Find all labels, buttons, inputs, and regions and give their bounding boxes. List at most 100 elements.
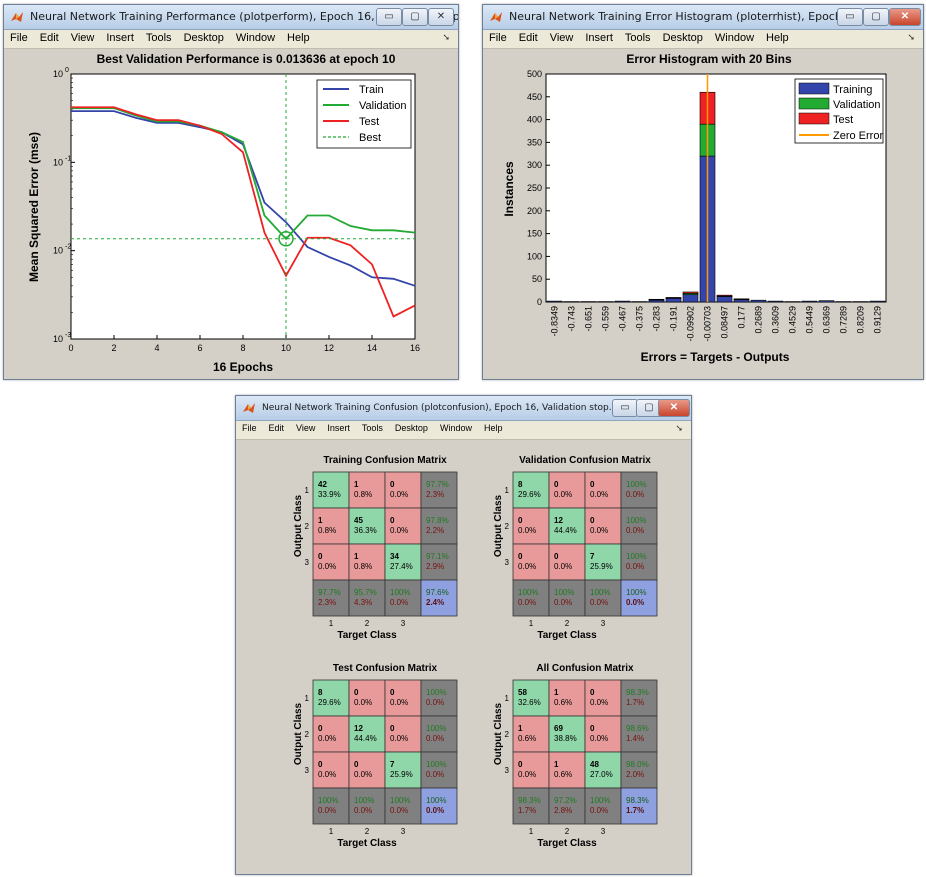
menu-desktop[interactable]: Desktop <box>662 32 703 44</box>
menu-window[interactable]: Window <box>439 423 472 433</box>
cell-secondary-value: 0.0% <box>590 806 608 815</box>
menu-window[interactable]: Window <box>714 32 755 44</box>
cell-secondary-value: 0.0% <box>318 734 336 743</box>
cell-primary-value: 0 <box>390 516 395 525</box>
y-tick-label: 400 <box>527 115 542 125</box>
output-tick-label: 3 <box>505 766 510 775</box>
confusion-titlebar[interactable]: Neural Network Training Confusion (plotc… <box>236 396 691 421</box>
window-title: Neural Network Training Error Histogram … <box>509 10 924 23</box>
matrix-cell <box>548 679 586 717</box>
target-tick-label: 3 <box>601 619 606 628</box>
y-tick-label: 350 <box>527 137 542 147</box>
menu-view[interactable]: View <box>549 32 574 44</box>
cell-primary-value: 100% <box>390 588 410 597</box>
x-tick-label: -0.09902 <box>686 306 696 342</box>
histogram-bars <box>546 74 886 303</box>
close-button[interactable]: ✕ <box>889 8 921 26</box>
cell-secondary-value: 0.6% <box>554 698 572 707</box>
menu-file[interactable]: File <box>242 423 257 433</box>
matrix-cell <box>348 679 386 717</box>
menu-bar: File Edit View Insert Tools Desktop Window Help… <box>236 421 691 440</box>
menu-file[interactable]: File <box>489 32 507 44</box>
bar-training-0.3609 <box>767 300 784 303</box>
cell-secondary-value: 2.4% <box>426 598 444 607</box>
close-button[interactable]: ✕ <box>658 399 690 417</box>
chart-title: Best Validation Performance is 0.013636 … <box>97 52 396 66</box>
x-tick-label: 12 <box>324 343 334 353</box>
cell-secondary-value: 2.9% <box>426 562 444 571</box>
menu-view[interactable]: View <box>70 32 95 44</box>
x-tick-label: 0.7289 <box>839 306 849 334</box>
maximize-button[interactable]: ▢ <box>402 8 428 26</box>
performance-titlebar[interactable]: Neural Network Training Performance (plo… <box>4 5 458 30</box>
menu-window[interactable]: Window <box>235 32 276 44</box>
cell-secondary-value: 0.0% <box>518 562 536 571</box>
matlab-logo-icon <box>490 12 502 22</box>
menu-insert[interactable]: Insert <box>106 32 134 44</box>
matrix-cell <box>584 751 622 789</box>
cell-secondary-value: 4.3% <box>354 598 372 607</box>
menu-desktop[interactable]: Desktop <box>183 32 224 44</box>
maximize-button[interactable]: ▢ <box>863 8 889 26</box>
toolbar-dock-arrow-icon[interactable]: ➘ <box>675 423 683 433</box>
menu-insert[interactable]: Insert <box>585 32 613 44</box>
cell-primary-value: 1 <box>354 552 359 561</box>
cell-secondary-value: 0.8% <box>318 526 336 535</box>
x-tick-label: 0.9129 <box>873 306 883 334</box>
matrix-cell <box>420 471 458 509</box>
menu-edit[interactable]: Edit <box>268 423 285 433</box>
menu-help[interactable]: Help <box>483 423 503 433</box>
x-tick-label: -0.00703 <box>703 306 713 342</box>
output-tick-label: 2 <box>505 522 510 531</box>
menu-edit[interactable]: Edit <box>518 32 538 44</box>
x-tick-label: 0.4529 <box>788 306 798 334</box>
histogram-titlebar[interactable]: Neural Network Training Error Histogram … <box>483 5 923 30</box>
cell-secondary-value: 25.9% <box>590 562 613 571</box>
matrix-cell <box>512 787 550 825</box>
menu-file[interactable]: File <box>10 32 28 44</box>
y-tick-label: 300 <box>527 160 542 170</box>
cell-primary-value: 0 <box>518 516 523 525</box>
cell-primary-value: 100% <box>318 796 338 805</box>
cell-primary-value: 100% <box>390 796 410 805</box>
cell-secondary-value: 0.0% <box>390 598 408 607</box>
menu-insert[interactable]: Insert <box>327 423 350 433</box>
legend-box <box>316 79 412 149</box>
y-tick-label: 500 <box>527 69 542 79</box>
toolbar-dock-arrow-icon[interactable]: ➘ <box>907 32 915 42</box>
y-axis-label: Output Class <box>293 702 304 765</box>
toolbar-dock-arrow-icon[interactable]: ➘ <box>442 32 450 42</box>
cell-secondary-value: 33.9% <box>318 490 341 499</box>
menu-tools[interactable]: Tools <box>361 423 383 433</box>
output-tick-label: 1 <box>305 486 310 495</box>
cell-secondary-value: 0.0% <box>390 806 408 815</box>
cell-secondary-value: 0.0% <box>318 806 336 815</box>
y-tick-label: 100 <box>527 251 542 261</box>
y-axis-label: Output Class <box>493 702 504 765</box>
menu-desktop[interactable]: Desktop <box>394 423 428 433</box>
confusion-matrix-4: All Confusion Matrix5832.6%10.6%00.0%98.… <box>493 663 658 849</box>
menu-help[interactable]: Help <box>287 32 310 44</box>
y-tick-exponent: -2 <box>65 244 71 251</box>
x-tick-label: 8 <box>240 343 245 353</box>
close-button[interactable]: ✕ <box>428 8 454 26</box>
x-tick-label: 0.3609 <box>771 306 781 334</box>
bar-test--0.09902 <box>682 291 699 294</box>
menu-view[interactable]: View <box>296 423 316 433</box>
menu-tools[interactable]: Tools <box>145 32 172 44</box>
minimize-button[interactable]: ▭ <box>376 8 402 26</box>
menu-tools[interactable]: Tools <box>624 32 651 44</box>
x-tick-label: 14 <box>367 343 377 353</box>
cell-secondary-value: 29.6% <box>518 490 541 499</box>
matrix-cell <box>312 751 350 789</box>
cell-secondary-value: 0.0% <box>590 526 608 535</box>
minimize-button[interactable]: ▭ <box>837 8 863 26</box>
menu-edit[interactable]: Edit <box>39 32 59 44</box>
menu-help[interactable]: Help <box>766 32 789 44</box>
cell-primary-value: 7 <box>390 760 395 769</box>
matrix-cell <box>620 579 658 617</box>
legend: Training Validation Test Zero Error <box>794 78 883 144</box>
matrix-cell <box>620 679 658 717</box>
cell-primary-value: 98.3% <box>626 796 649 805</box>
minimize-button[interactable]: ▭ <box>612 399 638 417</box>
